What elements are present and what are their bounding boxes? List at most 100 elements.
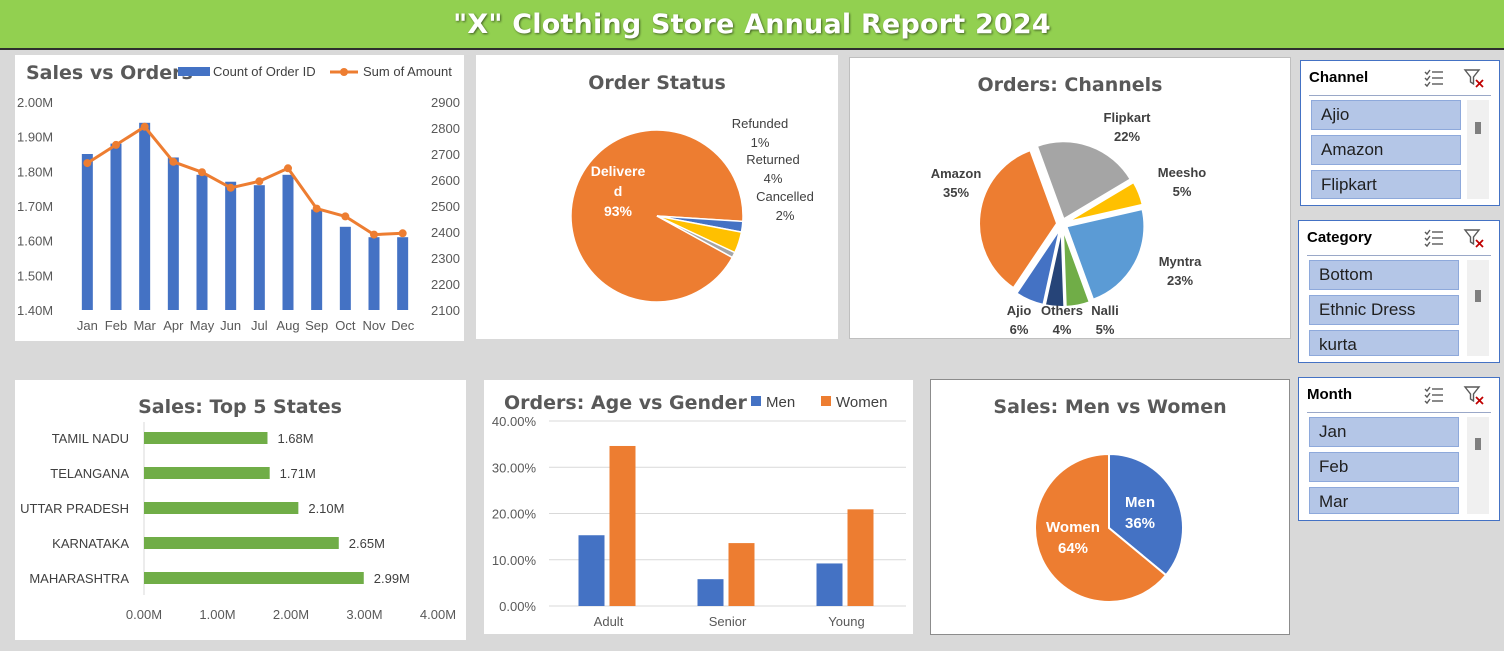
slicer-item-amazon[interactable]: Amazon (1311, 135, 1461, 165)
scrollbar-thumb[interactable] (1475, 122, 1481, 134)
bar-young-men (816, 563, 843, 606)
y-tick: 0.00% (499, 599, 536, 614)
slicer-item-kurta[interactable]: kurta (1309, 330, 1459, 356)
bar-telangana (144, 467, 270, 479)
top-states-chart: Sales: Top 5 States TAMIL NADU 1.68M TELANG… (20, 396, 456, 622)
label-refunded: Refunded 1% (732, 116, 788, 150)
x-tick-jun: Jun (220, 318, 241, 333)
x-tick-nov: Nov (362, 318, 386, 333)
label-nalli: Nalli 5% (1091, 303, 1118, 337)
clear-filter-icon[interactable] (1463, 67, 1485, 89)
order-status-chart: Order Status Delivere d 93% Refunded 1%Return… (570, 72, 814, 303)
bar-dec (397, 237, 409, 310)
point-sep (312, 204, 321, 213)
bar-jan (81, 154, 93, 310)
bar-karnataka (144, 537, 339, 549)
x-tick: 0.00M (126, 607, 162, 622)
legend-label-orders: Count of Order ID (213, 64, 316, 79)
bar-uttar-pradesh (144, 502, 299, 514)
y-tick: 40.00% (492, 414, 537, 429)
slicer-category: Category Bottom Ethnic Dress kurta (1298, 220, 1500, 363)
top-states-panel: Sales: Top 5 States TAMIL NADU 1.68M TELANG… (15, 380, 466, 640)
chart-title: Sales: Men vs Women (993, 396, 1226, 418)
slicer-title: Channel (1309, 69, 1369, 86)
slicer-header-divider (1307, 412, 1491, 413)
point-dec (398, 229, 407, 238)
y-right-tick: 2500 (431, 199, 460, 214)
slicer-item-mar[interactable]: Mar (1309, 487, 1459, 514)
bar-young-women (847, 509, 874, 606)
bar-senior-women (728, 543, 755, 606)
category-tamil-nadu: TAMIL NADU (52, 431, 129, 446)
scrollbar-thumb[interactable] (1475, 438, 1481, 450)
point-jul (255, 177, 264, 186)
label-flipkart: Flipkart 22% (1104, 110, 1152, 144)
slicer-month: Month Jan Feb Mar (1298, 377, 1500, 521)
bar-may (196, 174, 208, 310)
slicer-item-jan[interactable]: Jan (1309, 417, 1459, 447)
slicer-item-bottom[interactable]: Bottom (1309, 260, 1459, 290)
sales-vs-orders-panel: Sales vs Orders Count of Order ID Sum of A… (15, 55, 464, 341)
category-maharashtra: MAHARASHTRA (29, 571, 129, 586)
y-right-tick: 2800 (431, 121, 460, 136)
men-women-chart: Sales: Men vs Women Men 36% Women 64% (993, 396, 1227, 603)
y-left-tick: 1.90M (17, 130, 53, 145)
category-telangana: TELANGANA (50, 466, 129, 481)
slicer-scrollbar[interactable] (1467, 260, 1489, 356)
x-tick-senior: Senior (709, 614, 747, 629)
slice-amazon (978, 148, 1059, 290)
slicer-scrollbar[interactable] (1467, 417, 1489, 514)
y-right-tick: 2300 (431, 251, 460, 266)
y-left-tick: 1.40M (17, 303, 53, 318)
slicer-item-feb[interactable]: Feb (1309, 452, 1459, 482)
value-label-tamil-nadu: 1.68M (277, 431, 313, 446)
x-tick-aug: Aug (276, 318, 299, 333)
label-men: Men 36% (1125, 494, 1155, 532)
x-tick: 2.00M (273, 607, 309, 622)
order-status-panel: Order Status Delivere d 93% Refunded 1% Return… (476, 55, 838, 339)
value-label-karnataka: 2.65M (349, 536, 385, 551)
slicer-scrollbar[interactable] (1467, 100, 1489, 199)
clear-filter-icon[interactable] (1463, 384, 1485, 406)
y-left-tick: 1.80M (17, 164, 53, 179)
men-women-panel: Sales: Men vs Women Men 36% Women 64% (930, 379, 1290, 635)
x-tick-adult: Adult (594, 614, 624, 629)
slicer-title: Category (1307, 229, 1373, 246)
label-others: Others 4% (1041, 303, 1083, 337)
clear-filter-icon[interactable] (1463, 227, 1485, 249)
y-left-tick: 1.60M (17, 234, 53, 249)
legend-marker-amount (340, 68, 348, 76)
multi-select-icon[interactable] (1423, 227, 1445, 249)
multi-select-icon[interactable] (1423, 384, 1445, 406)
y-right-tick: 2900 (431, 95, 460, 110)
slicer-item-flipkart[interactable]: Flipkart (1311, 170, 1461, 199)
chart-title: Order Status (588, 72, 726, 94)
report-title: "X" Clothing Store Annual Report 2024 (453, 8, 1051, 40)
age-gender-chart: Orders: Age vs Gender Men Women 0.00% 10.00%… (492, 392, 906, 629)
scrollbar-thumb[interactable] (1475, 290, 1481, 302)
bar-maharashtra (144, 572, 364, 584)
point-nov (370, 230, 378, 239)
x-tick-sep: Sep (305, 318, 328, 333)
bar-jun (225, 181, 237, 310)
point-oct (341, 212, 350, 221)
multi-select-icon[interactable] (1423, 67, 1445, 89)
age-gender-panel: Orders: Age vs Gender Men Women 0.00% 10.00%… (484, 380, 913, 634)
point-feb (112, 140, 120, 149)
bar-adult-women (609, 445, 636, 606)
slicer-item-ethnic-dress[interactable]: Ethnic Dress (1309, 295, 1459, 325)
point-apr (169, 157, 178, 166)
bar-tamil-nadu (144, 432, 268, 444)
channels-chart: Orders: Channels Amazon 35% Flipkart 22%Mees… (931, 74, 1207, 337)
point-may (198, 168, 206, 177)
y-left-tick: 2.00M (17, 95, 53, 110)
y-left-tick: 1.70M (17, 199, 53, 214)
slice-flipkart (1035, 140, 1133, 221)
y-right-tick: 2100 (431, 303, 460, 318)
value-label-maharashtra: 2.99M (374, 571, 410, 586)
point-mar (140, 122, 149, 131)
slicer-item-ajio[interactable]: Ajio (1311, 100, 1461, 130)
label-meesho: Meesho 5% (1158, 165, 1206, 199)
chart-title: Orders: Channels (978, 74, 1163, 96)
line-sum-of-amount (86, 125, 403, 237)
